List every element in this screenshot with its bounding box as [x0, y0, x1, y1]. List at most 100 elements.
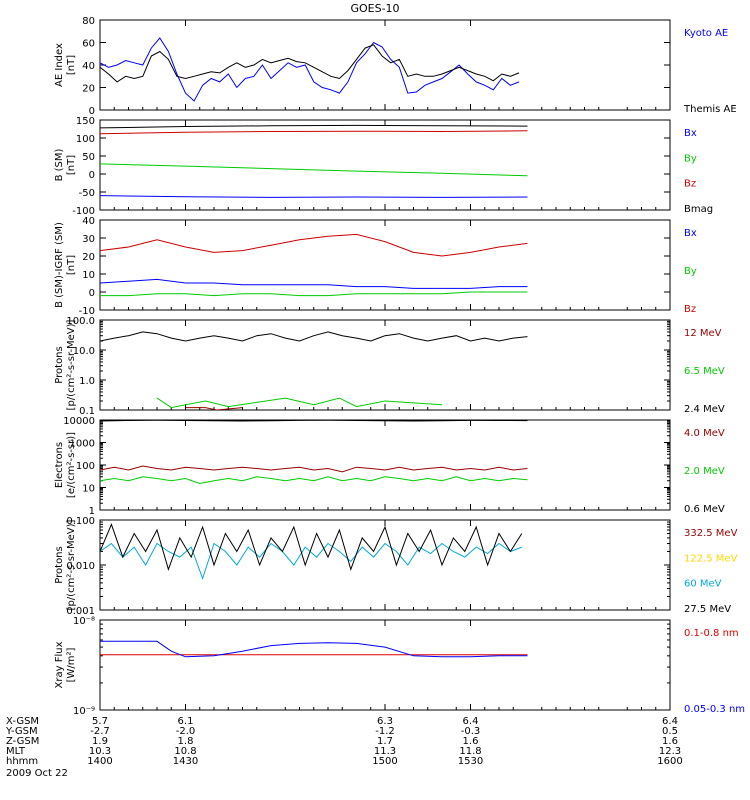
- legend-kyoto-ae: Kyoto AE: [684, 28, 728, 39]
- y-tick-label: 1000: [70, 439, 95, 450]
- panel-protons_lo: 0.001 0.010 0.100 Protons [p/(cm²-s-sr-MeV)]…: [54, 516, 738, 617]
- legend-332-5-mev: 332.5 MeV: [684, 528, 738, 539]
- legend-themis-ae: Themis AE: [683, 104, 737, 115]
- legend-bz: Bz: [684, 179, 696, 190]
- axis-row-value: 11.3: [374, 746, 396, 757]
- y-tick-label: 10000: [63, 416, 95, 427]
- y-axis-unit: [nT]: [66, 55, 77, 75]
- series-line-kyoto-ae: [100, 37, 520, 102]
- panel-frame: [99, 319, 671, 411]
- legend-2-0-mev: 2.0 MeV: [684, 466, 725, 477]
- axis-row-value: -1.2: [375, 726, 395, 737]
- legend-bmag: Bmag: [684, 204, 713, 215]
- axis-row-value: 11.8: [459, 746, 481, 757]
- y-tick-label: 150: [76, 116, 95, 127]
- legend-0-05-0-3-nm: 0.05-0.3 nm: [684, 704, 745, 715]
- axis-row-label: Z-GSM: [6, 736, 39, 747]
- series-line-4-0-mev: [100, 465, 528, 473]
- panel-bsm: -100 -50 0 50 100 150 B (SM) [nT] Bx By Bz Bmag: [54, 116, 713, 217]
- series-line-12-mev: [185, 407, 243, 410]
- y-tick-label: 30: [82, 234, 95, 245]
- axis-row-value: 1600: [657, 756, 682, 767]
- panel-ae: 0 20 40 60 80 AE Index [nT] Kyoto AE Themis AE: [54, 16, 737, 117]
- series-line-by: [100, 163, 528, 177]
- panel-xray: 10⁻⁹ 10⁻⁸ Xray Flux [W/m²] 0.1-0.8 nm 0.05-0.…: [54, 616, 745, 717]
- y-tick-label: 0.100: [66, 516, 95, 527]
- series-line-2-0-mev: [100, 476, 528, 485]
- panel-frame: [99, 419, 671, 511]
- legend-by: By: [684, 266, 697, 277]
- axis-row-label: MLT: [6, 746, 26, 757]
- y-tick-label: 10⁻⁸: [73, 616, 95, 627]
- y-tick-label: -10: [79, 306, 95, 317]
- panel-bsm_igrf: -10 0 10 20 30 40 B (SM)-IGRF (SM) [nT] Bx By Bz: [54, 216, 697, 317]
- y-tick-label: 100: [76, 461, 95, 472]
- y-tick-label: 20: [82, 84, 95, 95]
- y-axis-label: AE Index: [54, 43, 65, 87]
- y-tick-label: 10: [82, 484, 95, 495]
- legend-2-4-mev: 2.4 MeV: [684, 404, 725, 415]
- panel-frame: [99, 619, 671, 711]
- legend-bx: Bx: [684, 228, 697, 239]
- axis-row-label: hhmm: [6, 756, 38, 767]
- legend-12-mev: 12 MeV: [684, 328, 722, 339]
- series-line-27-5-mev: [100, 523, 523, 572]
- series-line-6-5-mev: [156, 397, 443, 409]
- legend-by: By: [684, 153, 697, 164]
- panel-electrons: 1 10 100 1000 10000 Electrons [e/(cm²-s-sr)] 4.…: [54, 416, 725, 517]
- y-axis-label: B (SM)-IGRF (SM): [54, 222, 65, 308]
- series-line-bx: [100, 278, 528, 289]
- panel-frame: [99, 19, 671, 111]
- y-axis-unit: [p/(cm²-s-sr-MeV)]: [66, 519, 77, 610]
- panel-protons_hi: 0.1 1.0 10.0 100.0 Protons [p/(cm²-s-sr-MeV)]…: [54, 316, 725, 417]
- axis-row-value: -2.0: [176, 726, 196, 737]
- axis-row-value: 10.3: [89, 746, 111, 757]
- y-tick-label: 0.1: [79, 406, 95, 417]
- series-line-bz: [100, 130, 528, 135]
- axis-row-label: Y-GSM: [5, 726, 38, 737]
- y-tick-label: 0: [89, 288, 95, 299]
- date-label: 2009 Oct 22: [6, 768, 68, 779]
- axis-row-value: 1.8: [178, 736, 194, 747]
- y-axis-unit: [W/m²]: [66, 647, 77, 682]
- y-tick-label: 40: [82, 61, 95, 72]
- axis-row-label: X-GSM: [6, 716, 39, 727]
- axis-row-value: 6.1: [178, 716, 194, 727]
- series-line-themis-ae: [100, 44, 520, 83]
- axis-row-value: 6.4: [463, 716, 479, 727]
- series-line-60-mev: [100, 542, 522, 581]
- series-line-bx: [100, 195, 528, 198]
- axis-row-value: -0.3: [461, 726, 481, 737]
- axis-row-value: 1400: [87, 756, 112, 767]
- y-tick-label: -100: [72, 206, 95, 217]
- legend-bz: Bz: [684, 304, 696, 315]
- legend-27-5-mev: 27.5 MeV: [684, 604, 731, 615]
- axis-row-value: 0.5: [662, 726, 678, 737]
- y-tick-label: -50: [79, 188, 95, 199]
- panel-frame: [99, 519, 671, 611]
- axis-row-value: 1530: [458, 756, 483, 767]
- plot-title: GOES-10: [350, 2, 399, 15]
- legend-0-1-0-8-nm: 0.1-0.8 nm: [684, 628, 739, 639]
- panel-frame: [99, 219, 671, 311]
- axis-row-value: 1430: [173, 756, 198, 767]
- legend-6-5-mev: 6.5 MeV: [684, 366, 725, 377]
- y-axis-label: Protons: [54, 546, 65, 583]
- y-axis-unit: [nT]: [66, 155, 77, 175]
- legend-60-mev: 60 MeV: [684, 579, 722, 590]
- y-axis-unit: [nT]: [66, 255, 77, 275]
- y-tick-label: 0: [89, 170, 95, 181]
- y-tick-label: 10⁻⁹: [73, 706, 95, 717]
- series-line-bmag: [100, 124, 528, 129]
- y-tick-label: 60: [82, 39, 95, 50]
- series-line-bz: [100, 233, 528, 257]
- axis-row-value: 6.3: [377, 716, 393, 727]
- axis-row-value: 12.3: [659, 746, 681, 757]
- y-tick-label: 1.0: [79, 376, 95, 387]
- legend-122-5-mev: 122.5 MeV: [684, 553, 738, 564]
- y-axis-label: Protons: [54, 346, 65, 383]
- series-line-0-05-0-3-nm: [100, 640, 528, 658]
- y-tick-label: 0: [89, 106, 95, 117]
